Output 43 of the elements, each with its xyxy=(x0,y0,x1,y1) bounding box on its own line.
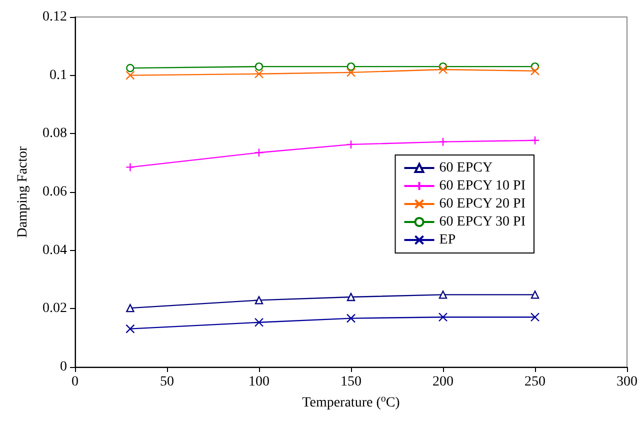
x-tick-label: 300 xyxy=(616,374,638,390)
point xyxy=(438,64,448,74)
point xyxy=(438,312,448,322)
x-tick-label: 250 xyxy=(524,374,546,390)
point xyxy=(254,69,264,78)
x-tick-label: 50 xyxy=(160,374,174,390)
point xyxy=(346,68,356,78)
x-tick-label: 150 xyxy=(340,374,362,390)
y-tick-label: 0.04 xyxy=(42,242,67,258)
point xyxy=(346,62,356,71)
y-tick-label: 0.06 xyxy=(42,184,67,200)
y-tick-label: 0.02 xyxy=(42,301,67,316)
point xyxy=(126,304,134,312)
legend-label: 60 EPCY xyxy=(439,160,493,176)
y-tick-label: 0.08 xyxy=(42,126,67,142)
x-tick-label: 0 xyxy=(72,374,78,390)
legend-label: EP xyxy=(439,232,456,248)
point xyxy=(254,148,264,158)
y-tick-label: 0.1 xyxy=(50,68,67,83)
point xyxy=(346,292,356,302)
legend-label: 60 EPCY 30 PI xyxy=(439,214,526,230)
y-axis-title: Damping Factor xyxy=(16,146,30,238)
point xyxy=(438,290,448,299)
x-tick-label: 100 xyxy=(248,374,270,390)
point xyxy=(126,64,134,72)
y-tick-label: 0.12 xyxy=(42,10,67,24)
point xyxy=(530,312,540,322)
point xyxy=(530,290,540,299)
legend-label: 60 EPCY 20 PI xyxy=(439,196,526,212)
point xyxy=(126,324,135,334)
point xyxy=(126,70,135,80)
point xyxy=(254,62,264,71)
legend-label: 60 EPCY 10 PI xyxy=(439,178,526,194)
x-tick-label: 200 xyxy=(432,374,454,390)
y-tick-label: 0 xyxy=(60,360,67,374)
point xyxy=(346,140,356,150)
point xyxy=(530,66,540,76)
point xyxy=(254,318,264,327)
point xyxy=(346,314,356,323)
point xyxy=(254,296,264,304)
point xyxy=(530,136,540,145)
point xyxy=(438,137,448,146)
point xyxy=(126,162,135,172)
